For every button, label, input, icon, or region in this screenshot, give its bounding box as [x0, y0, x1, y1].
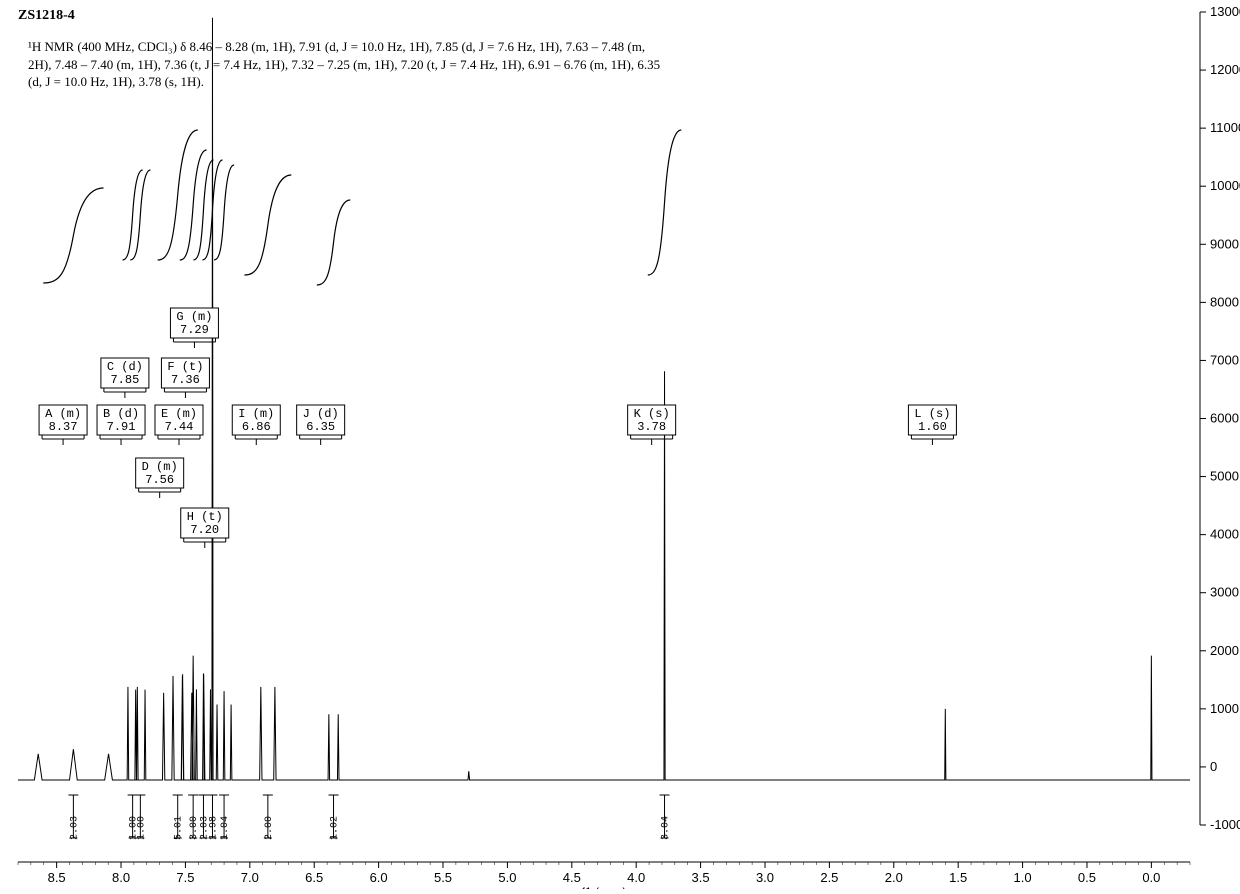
- sample-id-label: ZS1218-4: [18, 8, 75, 24]
- svg-text:0.0: 0.0: [1142, 870, 1160, 885]
- svg-text:I (m): I (m): [238, 407, 274, 421]
- svg-text:1.02: 1.02: [330, 816, 341, 840]
- svg-text:1.04: 1.04: [220, 816, 231, 840]
- svg-text:7.0: 7.0: [241, 870, 259, 885]
- svg-text:7000: 7000: [1210, 352, 1239, 367]
- svg-text:1.0: 1.0: [1014, 870, 1032, 885]
- svg-text:E (m): E (m): [161, 407, 197, 421]
- svg-text:8.5: 8.5: [48, 870, 66, 885]
- svg-text:3.78: 3.78: [637, 420, 666, 434]
- svg-text:J (d): J (d): [303, 407, 339, 421]
- svg-text:7.85: 7.85: [110, 373, 139, 387]
- svg-text:4.5: 4.5: [563, 870, 581, 885]
- svg-text:7.91: 7.91: [107, 420, 136, 434]
- svg-text:1000: 1000: [1210, 701, 1239, 716]
- svg-text:7.29: 7.29: [180, 323, 209, 337]
- svg-text:5.0: 5.0: [498, 870, 516, 885]
- svg-text:7.36: 7.36: [171, 373, 200, 387]
- svg-text:1.5: 1.5: [949, 870, 967, 885]
- svg-text:4000: 4000: [1210, 527, 1239, 542]
- svg-text:6.0: 6.0: [370, 870, 388, 885]
- svg-text:7.56: 7.56: [145, 473, 174, 487]
- nmr-plot-container: ZS1218-4 ¹H NMR (400 MHz, CDCl₃) δ 8.46 …: [0, 0, 1240, 889]
- svg-text:7.5: 7.5: [176, 870, 194, 885]
- svg-text:2.5: 2.5: [820, 870, 838, 885]
- svg-text:0: 0: [1210, 759, 1217, 774]
- svg-text:13000: 13000: [1210, 4, 1240, 19]
- svg-text:B (d): B (d): [103, 407, 139, 421]
- svg-text:1.98: 1.98: [208, 816, 219, 840]
- spectrum-svg: -1000 0 1000 2000 3000 4000 5000 6000 7000 8000 90…: [0, 0, 1240, 889]
- svg-text:6.86: 6.86: [242, 420, 271, 434]
- svg-text:f1 (ppm): f1 (ppm): [582, 885, 627, 889]
- svg-text:2.0: 2.0: [885, 870, 903, 885]
- svg-text:2000: 2000: [1210, 643, 1239, 658]
- svg-text:3.04: 3.04: [661, 816, 672, 840]
- svg-text:9000: 9000: [1210, 236, 1239, 251]
- svg-text:7.44: 7.44: [165, 420, 194, 434]
- svg-text:6.35: 6.35: [306, 420, 335, 434]
- svg-text:A (m): A (m): [45, 407, 81, 421]
- svg-text:4.0: 4.0: [627, 870, 645, 885]
- svg-text:C (d): C (d): [107, 360, 143, 374]
- svg-text:3000: 3000: [1210, 585, 1239, 600]
- peak-list-text: ¹H NMR (400 MHz, CDCl₃) δ 8.46 – 8.28 (m…: [28, 38, 668, 91]
- svg-text:3.0: 3.0: [756, 870, 774, 885]
- svg-text:8000: 8000: [1210, 294, 1239, 309]
- svg-text:0.5: 0.5: [1078, 870, 1096, 885]
- svg-text:12000: 12000: [1210, 62, 1240, 77]
- svg-text:8.0: 8.0: [112, 870, 130, 885]
- svg-text:H (t): H (t): [187, 510, 223, 524]
- svg-text:7.20: 7.20: [190, 523, 219, 537]
- svg-text:D (m): D (m): [142, 460, 178, 474]
- svg-text:2.00: 2.00: [264, 816, 275, 840]
- svg-text:1.60: 1.60: [918, 420, 947, 434]
- svg-text:10000: 10000: [1210, 178, 1240, 193]
- svg-text:K (s): K (s): [634, 407, 670, 421]
- svg-text:F (t): F (t): [167, 360, 203, 374]
- svg-text:8.37: 8.37: [49, 420, 78, 434]
- svg-text:5.5: 5.5: [434, 870, 452, 885]
- svg-text:1.00: 1.00: [136, 816, 147, 840]
- svg-text:-1000: -1000: [1210, 817, 1240, 832]
- svg-text:5.01: 5.01: [174, 816, 185, 840]
- svg-text:2.03: 2.03: [69, 816, 80, 840]
- svg-text:6000: 6000: [1210, 411, 1239, 426]
- svg-text:5000: 5000: [1210, 469, 1239, 484]
- svg-text:6.5: 6.5: [305, 870, 323, 885]
- svg-text:L (s): L (s): [914, 407, 950, 421]
- svg-text:G (m): G (m): [176, 310, 212, 324]
- svg-text:3.5: 3.5: [692, 870, 710, 885]
- svg-text:11000: 11000: [1210, 120, 1240, 135]
